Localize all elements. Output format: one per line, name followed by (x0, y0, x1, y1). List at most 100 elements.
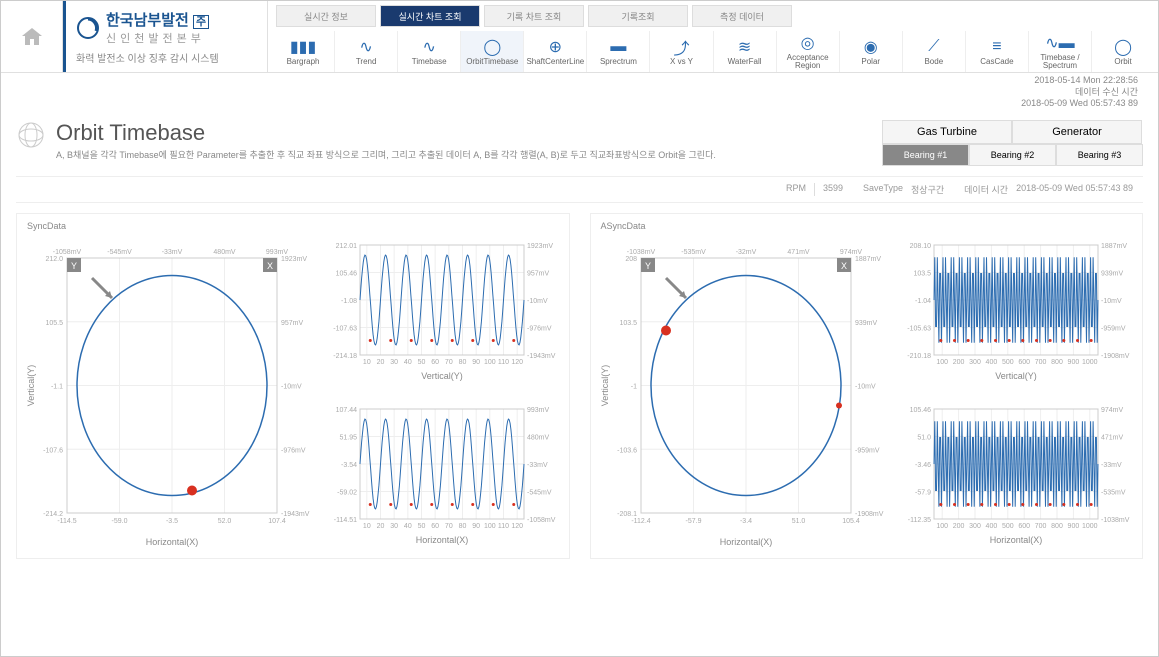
data-recv-label: 데이터 수신 시간 (1075, 87, 1138, 97)
tool-cascade[interactable]: ≡CasCade (965, 31, 1028, 72)
svg-text:52.0: 52.0 (218, 518, 232, 525)
machine-tab[interactable]: Generator (1012, 120, 1142, 144)
svg-text:-114.51: -114.51 (334, 517, 357, 524)
svg-text:-208.1: -208.1 (617, 511, 637, 518)
tool-label: ShaftCenterLine (526, 58, 584, 66)
tool-polar[interactable]: ◉Polar (839, 31, 902, 72)
company-logo-icon (76, 16, 100, 40)
svg-text:-105.63: -105.63 (907, 326, 931, 333)
svg-text:471mV: 471mV (1101, 435, 1124, 442)
info-bar: RPM3599 SaveType정상구간 데이터 시간2018-05-09 We… (16, 176, 1143, 203)
svg-text:-112.35: -112.35 (907, 517, 930, 524)
top-tab[interactable]: 기록 차트 조회 (484, 5, 584, 27)
svg-text:Vertical(Y): Vertical(Y) (600, 365, 610, 407)
svg-text:400: 400 (985, 359, 997, 366)
tool-label: X vs Y (670, 58, 693, 66)
svg-text:Horizontal(X): Horizontal(X) (719, 537, 772, 547)
svg-text:1000: 1000 (1082, 523, 1098, 530)
tool-label: Acceptance Region (779, 54, 837, 70)
svg-text:-33mV: -33mV (1101, 462, 1122, 469)
svg-text:51.0: 51.0 (791, 518, 805, 525)
bearing-tab[interactable]: Bearing #2 (969, 144, 1056, 166)
svg-text:-1038mV: -1038mV (1101, 517, 1130, 524)
bearing-tab[interactable]: Bearing #1 (882, 144, 969, 166)
rpm-label: RPM (786, 183, 806, 196)
svg-text:-57.9: -57.9 (685, 518, 701, 525)
tool-shaftcenterline[interactable]: ⊕ShaftCenterLine (523, 31, 586, 72)
savetype-value: 정상구간 (911, 183, 944, 196)
machine-tab[interactable]: Gas Turbine (882, 120, 1012, 144)
svg-text:Vertical(Y): Vertical(Y) (995, 371, 1037, 381)
top-tab[interactable]: 실시간 정보 (276, 5, 376, 27)
logo-badge: 주 (193, 15, 209, 29)
svg-text:-1943mV: -1943mV (281, 511, 310, 518)
tool-label: Timebase (412, 58, 447, 66)
svg-text:105.46: 105.46 (909, 407, 931, 414)
logo-area: 한국남부발전 주 신인천발전본부 화력 발전소 이상 징후 감시 시스템 (63, 1, 268, 72)
async-wave2-chart: 1002003004005006007008009001000-112.35-1… (896, 397, 1138, 553)
tool-orbittimebase[interactable]: ◯OrbitTimebase (460, 31, 523, 72)
tool-timebase[interactable]: ∿Timebase (397, 31, 460, 72)
svg-text:-1.08: -1.08 (341, 298, 357, 305)
tool-icon: ≋ (738, 38, 751, 56)
top-tab[interactable]: 측정 데이터 (692, 5, 792, 27)
top-tab[interactable]: 기록조회 (588, 5, 688, 27)
tool-timebasespectrum[interactable]: ∿▬Timebase / Spectrum (1028, 31, 1091, 72)
logo-line2: 신인천발전본부 (106, 30, 209, 46)
svg-text:105.5: 105.5 (45, 320, 63, 327)
sync-orbit-chart: -114.5-1058mV-214.2-1943mV-59.0-545mV-10… (22, 233, 312, 553)
svg-text:200: 200 (952, 523, 964, 530)
svg-text:993mV: 993mV (527, 407, 550, 414)
svg-text:-59.02: -59.02 (337, 490, 357, 497)
svg-text:40: 40 (404, 359, 412, 366)
svg-text:800: 800 (1051, 523, 1063, 530)
async-wave1-chart: 1002003004005006007008009001000-210.18-1… (896, 233, 1138, 389)
svg-text:-1.1: -1.1 (51, 384, 63, 391)
tool-label: Bode (924, 58, 943, 66)
svg-text:471mV: 471mV (787, 249, 810, 256)
svg-text:-976mV: -976mV (281, 447, 306, 454)
tool-trend[interactable]: ∿Trend (334, 31, 397, 72)
svg-text:-1943mV: -1943mV (527, 353, 556, 360)
tool-orbit[interactable]: ◯Orbit (1091, 31, 1154, 72)
svg-text:103.5: 103.5 (913, 271, 931, 278)
tool-xvsy[interactable]: ⤴X vs Y (649, 31, 712, 72)
svg-text:-1908mV: -1908mV (855, 511, 884, 518)
svg-text:-214.18: -214.18 (333, 353, 357, 360)
svg-text:20: 20 (377, 359, 385, 366)
datatime-label: 데이터 시간 (964, 183, 1008, 196)
svg-text:105.46: 105.46 (336, 271, 358, 278)
tool-label: WaterFall (728, 58, 762, 66)
bearing-tab[interactable]: Bearing #3 (1056, 144, 1143, 166)
async-title: ASyncData (596, 219, 1138, 233)
top-tab[interactable]: 실시간 차트 조회 (380, 5, 480, 27)
svg-text:103.5: 103.5 (619, 320, 637, 327)
svg-text:-535mV: -535mV (1101, 490, 1126, 497)
tool-bode[interactable]: ⟋Bode (902, 31, 965, 72)
svg-text:974mV: 974mV (839, 249, 862, 256)
svg-text:1923mV: 1923mV (527, 243, 553, 250)
tool-waterfall[interactable]: ≋ WaterFall (713, 31, 776, 72)
svg-text:480mV: 480mV (527, 435, 550, 442)
svg-text:800: 800 (1051, 359, 1063, 366)
svg-text:60: 60 (431, 359, 439, 366)
tool-acceptanceregion[interactable]: ◎Acceptance Region (776, 31, 839, 72)
tool-icon: ▬ (610, 38, 626, 56)
svg-text:400: 400 (985, 523, 997, 530)
svg-text:Vertical(Y): Vertical(Y) (421, 371, 463, 381)
svg-text:-214.2: -214.2 (43, 511, 63, 518)
svg-text:-1058mV: -1058mV (527, 517, 556, 524)
svg-text:51.95: 51.95 (339, 435, 357, 442)
tool-label: CasCade (980, 58, 1013, 66)
home-button[interactable] (1, 1, 63, 72)
svg-text:107.4: 107.4 (268, 518, 286, 525)
svg-text:120: 120 (511, 359, 523, 366)
tool-bargraph[interactable]: ▮▮▮Bargraph (272, 31, 334, 72)
home-icon (20, 25, 44, 49)
svg-text:-107.6: -107.6 (43, 447, 63, 454)
tool-sprectrum[interactable]: ▬Sprectrum (586, 31, 649, 72)
sync-title: SyncData (22, 219, 564, 233)
svg-text:-3.54: -3.54 (341, 462, 357, 469)
datatime-value: 2018-05-09 Wed 05:57:43 89 (1016, 183, 1133, 196)
toolbar: ▮▮▮Bargraph∿Trend∿Timebase◯OrbitTimebase… (268, 31, 1158, 72)
